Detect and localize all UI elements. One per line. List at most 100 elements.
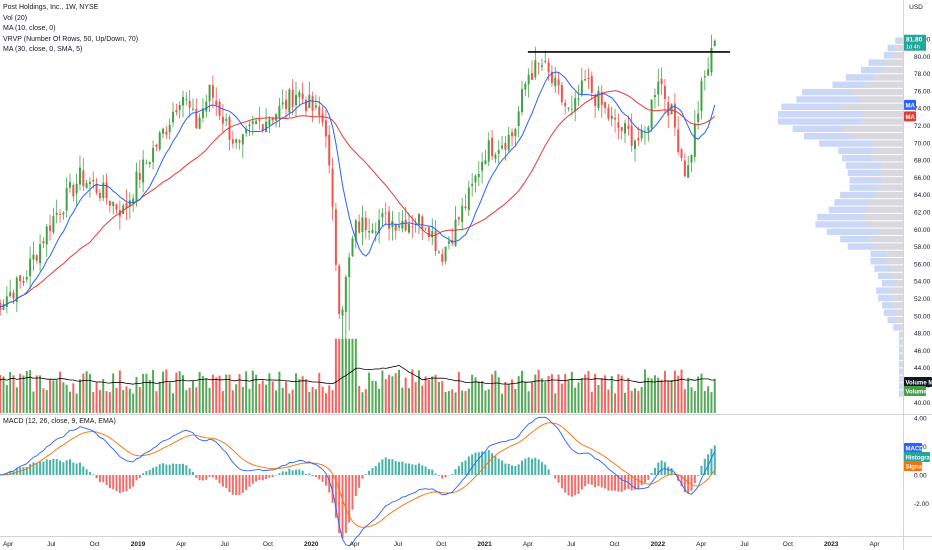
- volume-bar: [487, 389, 490, 413]
- macd-histogram-bar: [105, 475, 108, 486]
- candle-body: [487, 140, 490, 162]
- candle-body: [102, 182, 105, 199]
- macd-histogram-bar: [88, 471, 91, 475]
- candle-body: [444, 246, 447, 262]
- candle-body: [35, 255, 38, 261]
- macd-histogram-bar: [148, 470, 151, 475]
- candle-body: [225, 119, 228, 121]
- candle-body: [594, 94, 597, 106]
- last-price-countdown: 1d 4h: [906, 45, 920, 51]
- legend-macd[interactable]: MACD (12, 26, close, 9, EMA, EMA): [3, 418, 116, 425]
- volume-bar: [55, 380, 58, 413]
- vrvp-up: [778, 118, 862, 125]
- legend-vrvp[interactable]: VRVP (Number Of Rows, 50, Up/Down, 70): [3, 35, 139, 43]
- volume-bar: [504, 381, 507, 413]
- macd-histogram-bar: [358, 475, 361, 488]
- candle-body: [378, 219, 381, 234]
- vrvp-up: [899, 368, 902, 375]
- candle-body: [667, 102, 670, 116]
- volume-bar: [550, 374, 553, 413]
- volume-bar: [32, 391, 35, 413]
- volume-bar: [138, 386, 141, 413]
- macd-histogram-bar: [544, 464, 547, 475]
- macd-histogram-bar: [118, 475, 121, 494]
- histogram-badge-text: Histogram: [906, 456, 932, 462]
- volume-bar: [700, 373, 703, 413]
- vrvp-down: [874, 191, 903, 199]
- macd-histogram-bar: [687, 475, 690, 493]
- legend-vol[interactable]: Vol (20): [3, 14, 28, 22]
- macd-histogram-bar: [627, 475, 630, 489]
- macd-histogram-bar: [391, 459, 394, 475]
- macd-histogram-bar: [172, 463, 175, 475]
- candle-body: [653, 95, 656, 98]
- macd-histogram-bar: [338, 475, 341, 534]
- vrvp-down: [885, 258, 903, 265]
- volume-bar: [643, 369, 646, 413]
- volume-bar: [574, 387, 577, 413]
- macd-histogram-bar: [534, 457, 537, 475]
- volume-bar: [39, 375, 42, 413]
- volume-bar: [98, 389, 101, 413]
- candle-body: [88, 182, 91, 185]
- candle-body: [341, 309, 344, 316]
- macd-histogram-bar: [650, 472, 653, 475]
- volume-bar: [231, 390, 234, 413]
- vrvp-up: [847, 243, 874, 250]
- candle-body: [324, 120, 327, 137]
- volume-bar: [132, 393, 135, 413]
- vrvp-down: [861, 118, 903, 125]
- volume-bars: [0, 338, 716, 413]
- macd-histogram-bar: [15, 468, 18, 475]
- candle-body: [361, 217, 364, 232]
- candle-body: [295, 95, 297, 106]
- macd-histogram-bar: [421, 465, 424, 475]
- legend-ma10[interactable]: MA (10, close, 0): [3, 25, 56, 32]
- macd-histogram-bar: [427, 468, 430, 475]
- macd-histogram-bar: [394, 461, 397, 475]
- candle-body: [507, 134, 510, 151]
- time-tick-label: Apr: [350, 541, 361, 548]
- candle-body: [195, 108, 198, 129]
- macd-histogram-bar: [285, 471, 288, 475]
- candle-body: [255, 120, 258, 125]
- volume-bar: [45, 390, 48, 413]
- candle-body: [683, 160, 686, 177]
- symbol-title[interactable]: Post Holdings, Inc., 1W, NYSE: [3, 4, 99, 11]
- macd-histogram-bar: [261, 475, 264, 481]
- vrvp-down: [879, 228, 903, 235]
- volume-bar: [314, 389, 317, 413]
- volume-bar: [713, 378, 716, 413]
- volume-bar: [673, 370, 676, 413]
- candle-body: [155, 144, 158, 147]
- volume-bar: [434, 374, 437, 413]
- macd-histogram-bar: [191, 471, 194, 475]
- vrvp-down: [866, 221, 903, 228]
- volume-bar: [178, 371, 181, 413]
- macd-histogram-bar: [617, 475, 620, 492]
- volume-bar: [640, 387, 643, 413]
- candle-body: [368, 231, 371, 233]
- price-tick-label: 48.00: [914, 331, 931, 338]
- vrvp-down: [901, 331, 903, 338]
- candle-body: [208, 84, 211, 102]
- candle-body: [610, 115, 613, 119]
- volume-bar: [557, 374, 560, 413]
- macd-histogram-bar: [341, 475, 344, 539]
- volume-bar: [497, 377, 500, 413]
- price-tick-label: 40.00: [914, 400, 931, 407]
- candle-body: [185, 98, 188, 100]
- macd-histogram-bar: [527, 457, 530, 475]
- macd-histogram-bar: [620, 475, 623, 492]
- legend-ma30[interactable]: MA (30, close, 0, SMA, 5): [3, 46, 83, 53]
- volume-bar: [285, 381, 288, 413]
- volume-bar: [677, 375, 680, 413]
- candle-body: [49, 225, 52, 231]
- vrvp-down: [900, 37, 903, 44]
- volume-bar: [527, 391, 530, 413]
- price-tick-label: 46.00: [914, 348, 931, 355]
- time-tick-label: 2021: [477, 541, 492, 548]
- macd-tick-label: 0.00: [914, 473, 927, 480]
- macd-histogram-bar: [474, 452, 477, 475]
